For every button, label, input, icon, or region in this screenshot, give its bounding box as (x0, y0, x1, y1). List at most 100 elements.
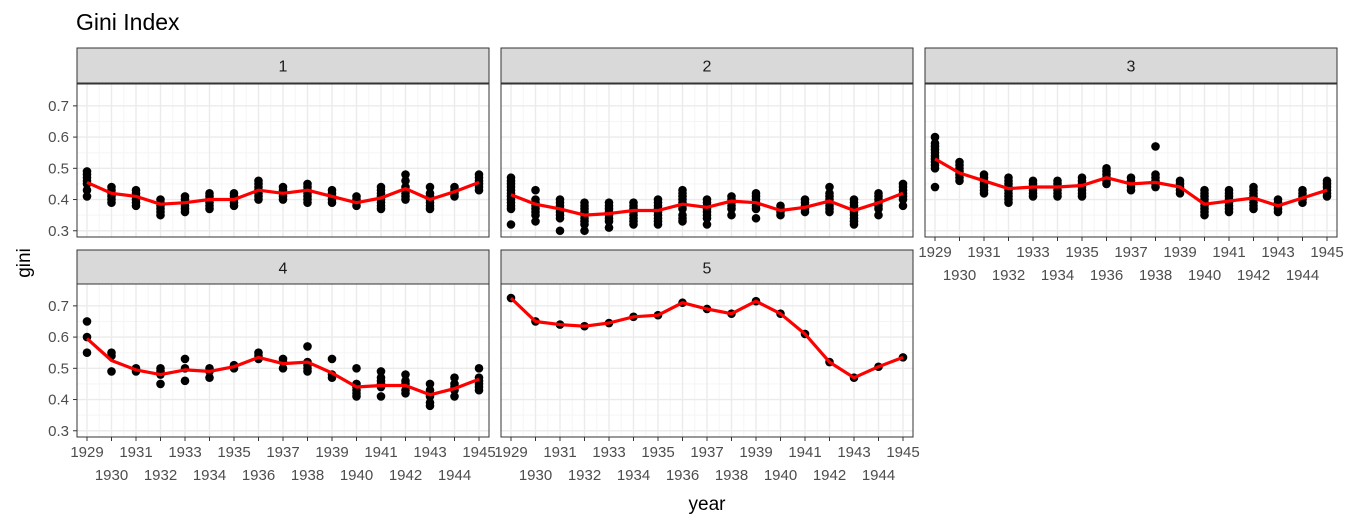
panel-border (500, 83, 914, 238)
panel-border (76, 83, 490, 238)
x-tick-label: 1945 (1310, 244, 1343, 261)
data-point (979, 170, 989, 179)
data-point (1077, 173, 1087, 182)
facet-strip (500, 47, 914, 84)
facet-strip (500, 249, 914, 286)
data-point (131, 185, 141, 195)
data-point (629, 198, 638, 207)
data-point (1322, 176, 1332, 186)
x-tick-label: 1940 (340, 467, 373, 484)
trend-line (85, 337, 480, 397)
data-point (82, 192, 92, 201)
x-tick-label: 1939 (739, 444, 772, 461)
data-point (107, 367, 116, 376)
data-point (580, 226, 589, 236)
data-point (800, 195, 810, 204)
data-point (205, 373, 214, 382)
data-point (82, 348, 92, 357)
data-point (653, 195, 663, 204)
data-point (874, 210, 883, 220)
data-point (604, 198, 614, 207)
data-point (678, 210, 687, 220)
x-tick-label: 1934 (1041, 267, 1074, 284)
data-point (849, 195, 859, 204)
data-point (874, 188, 883, 198)
facet-strip-label: 3 (1127, 59, 1136, 76)
data-point (82, 317, 92, 326)
data-point (555, 195, 565, 204)
trend-line (86, 180, 480, 206)
x-tick-label: 1933 (592, 444, 625, 461)
x-tick-label: 1944 (1286, 267, 1319, 284)
data-point (604, 223, 614, 232)
y-axis-title: gini (14, 248, 35, 278)
data-point (727, 210, 736, 220)
x-tick-label: 1944 (862, 467, 895, 484)
data-point (156, 379, 165, 389)
data-point (506, 220, 516, 229)
data-point (401, 376, 410, 386)
x-tick-label: 1932 (568, 467, 601, 484)
x-tick-label: 1929 (918, 244, 951, 261)
x-tick-label: 1929 (494, 444, 527, 461)
data-point (376, 392, 386, 401)
x-tick-label: 1934 (193, 467, 226, 484)
data-point (898, 179, 908, 189)
data-point (531, 185, 540, 195)
y-tick-label: 0.5 (48, 160, 69, 177)
x-tick-label: 1930 (943, 267, 976, 284)
x-tick-label: 1932 (992, 267, 1025, 284)
data-point (278, 364, 288, 373)
x-tick-label: 1931 (967, 244, 1000, 261)
x-tick-label: 1936 (1090, 267, 1123, 284)
facet-panels: 1 0.3 0.4 0.5 0.6 0.7 2 3 1929 1930 1931 1932 1933 19… (48, 47, 1344, 484)
data-point (1028, 176, 1038, 186)
data-point (82, 185, 92, 195)
data-point (401, 170, 410, 179)
x-tick-label: 1935 (217, 444, 250, 461)
trend-line (510, 191, 904, 217)
data-point (702, 220, 712, 229)
x-tick-label: 1941 (788, 444, 821, 461)
data-point (278, 354, 288, 364)
y-tick-label: 0.6 (48, 129, 69, 146)
x-tick-label: 1942 (389, 467, 422, 484)
data-point (401, 370, 410, 379)
facet-panel-4: 4 0.3 0.4 0.5 0.6 0.7 1929 1930 1931 1932 1933 1934… (48, 249, 496, 484)
x-tick-label: 1944 (438, 467, 471, 484)
x-tick-label: 1945 (462, 444, 495, 461)
data-point (254, 348, 263, 357)
x-tick-label: 1940 (764, 467, 797, 484)
x-tick-label: 1936 (666, 467, 699, 484)
data-point (678, 185, 687, 195)
data-point (531, 217, 540, 226)
x-tick-label: 1943 (837, 444, 870, 461)
y-tick-label: 0.3 (48, 423, 69, 440)
x-tick-label: 1945 (886, 444, 919, 461)
data-point (450, 392, 459, 401)
y-tick-label: 0.5 (48, 360, 69, 377)
y-tick-label: 0.7 (48, 98, 69, 115)
facet-strip-label: 1 (279, 59, 288, 76)
data-point (205, 188, 214, 198)
data-point (751, 213, 761, 223)
data-point (898, 201, 908, 211)
x-tick-label: 1929 (70, 444, 103, 461)
x-tick-label: 1938 (1139, 267, 1172, 284)
data-point (401, 176, 410, 186)
facet-panel-2: 2 (500, 47, 914, 238)
data-point (1273, 195, 1283, 204)
data-point (107, 348, 116, 357)
data-point (727, 192, 736, 201)
data-point (825, 182, 834, 192)
y-tick-label: 0.7 (48, 298, 69, 315)
y-tick-label: 0.6 (48, 329, 69, 346)
data-point (376, 373, 386, 382)
data-point (303, 342, 312, 351)
data-point (376, 367, 386, 376)
data-point (180, 354, 190, 364)
data-point (352, 364, 361, 373)
data-point (180, 376, 190, 386)
x-axis-title: year (689, 494, 727, 515)
x-tick-label: 1933 (168, 444, 201, 461)
